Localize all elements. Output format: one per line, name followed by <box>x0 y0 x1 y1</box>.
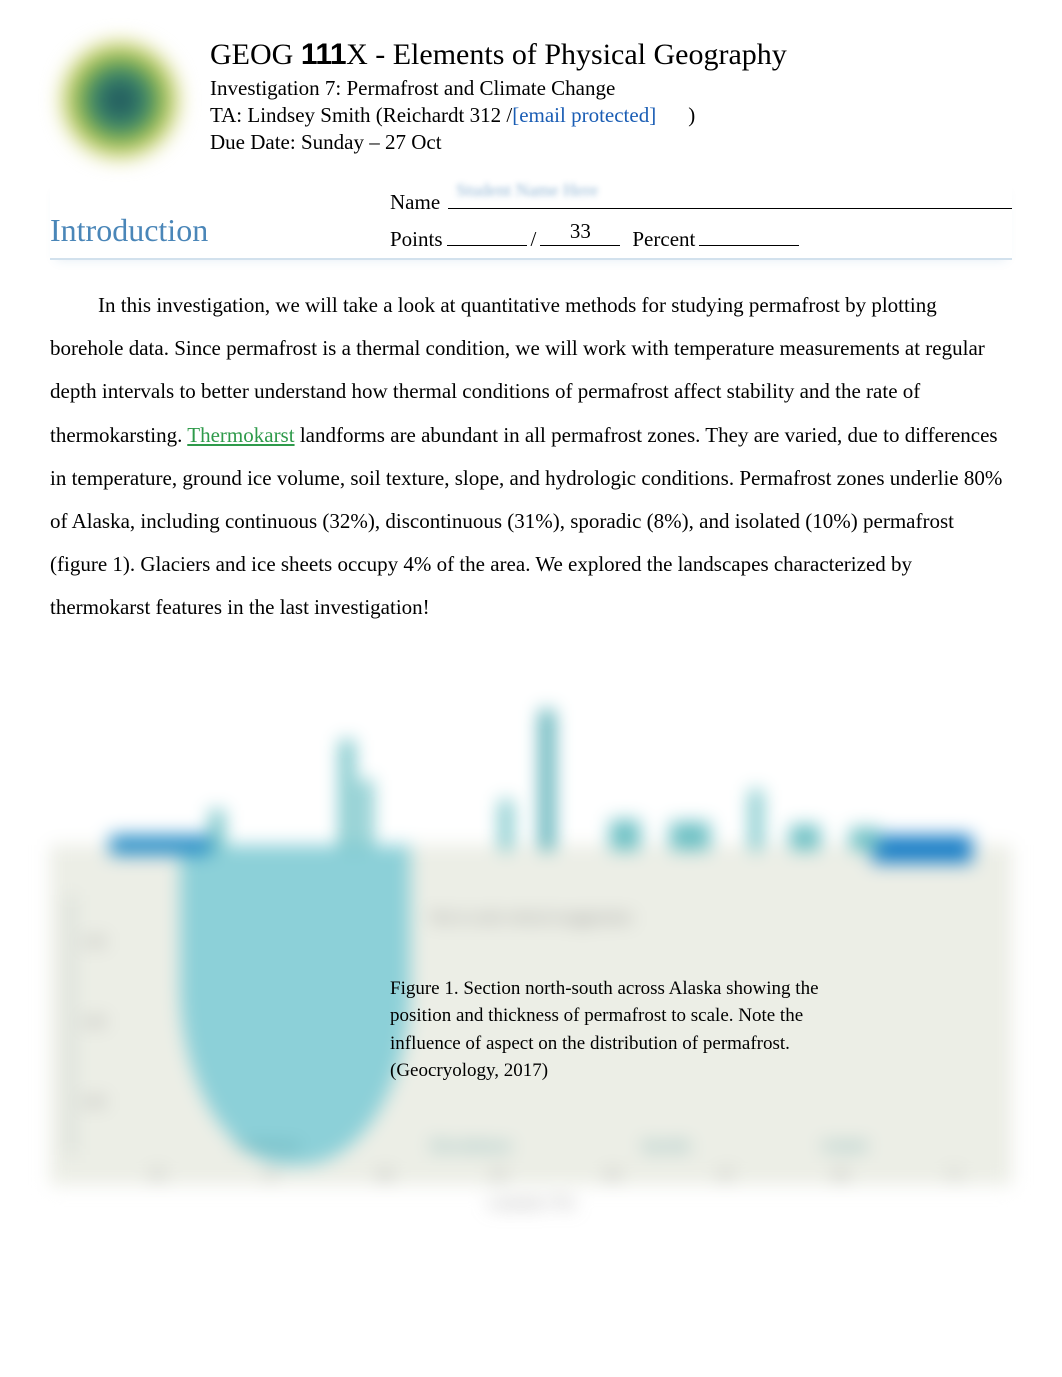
document-header: GEOG 111X - Elements of Physical Geograp… <box>50 30 1012 170</box>
lat-tick: 57 <box>264 1168 279 1185</box>
course-code-suffix: X - Elements of Physical Geography <box>346 38 787 71</box>
course-code-prefix: GEOG <box>210 38 301 71</box>
course-title: GEOG 111X - Elements of Physical Geograp… <box>210 38 1012 72</box>
ta-prefix: TA: Lindsey Smith (Reichardt 312 / <box>210 103 512 127</box>
figure-center-note: Not to scale vertical exaggeration <box>430 910 632 927</box>
zone-labels: Continuous Discontinuous Sporadic Isolat… <box>170 1139 932 1155</box>
zone-label: Discontinuous <box>430 1139 511 1155</box>
latitude-axis: 55 57 60 62 65 67 69 71 <box>150 1168 962 1185</box>
points-label: Points <box>390 227 443 252</box>
name-points-block: Name Student Name Here Points / 33 Perce… <box>390 180 1012 252</box>
name-label: Name <box>390 190 440 215</box>
lat-tick: 62 <box>492 1168 507 1185</box>
depth-tick: -600 <box>80 1095 106 1111</box>
ta-email-link[interactable]: [email protected] <box>512 103 656 127</box>
name-line: Name Student Name Here <box>390 184 1012 215</box>
points-total-field: 33 <box>540 221 620 246</box>
figure-1: -200 -400 -600 Not to scale vertical exa… <box>50 665 1012 1225</box>
figure-caption: Figure 1. Section north-south across Ala… <box>390 975 820 1085</box>
header-text-block: GEOG 111X - Elements of Physical Geograp… <box>210 30 1012 157</box>
lat-tick: 55 <box>150 1168 165 1185</box>
points-slash: / <box>531 227 537 252</box>
lat-tick: 71 <box>947 1168 962 1185</box>
zone-label: Isolated <box>822 1139 866 1155</box>
points-line: Points / 33 Percent <box>390 221 1012 252</box>
lat-tick: 67 <box>719 1168 734 1185</box>
name-value-blur: Student Name Here <box>456 180 598 201</box>
introduction-heading: Introduction <box>50 180 390 249</box>
depth-tick: -200 <box>80 935 106 951</box>
meta-row: Introduction Name Student Name Here Poin… <box>50 180 1012 260</box>
paragraph-post: landforms are abundant in all permafrost… <box>50 423 1002 619</box>
name-field[interactable]: Student Name Here <box>448 184 1012 209</box>
lat-tick: 65 <box>605 1168 620 1185</box>
zone-label: Continuous <box>235 1139 300 1155</box>
depth-tick: -400 <box>80 1015 106 1031</box>
latitude-axis-label: Latitude (°N) <box>488 1195 574 1213</box>
lat-tick: 69 <box>833 1168 848 1185</box>
ta-suffix: ) <box>656 103 695 127</box>
lat-tick: 60 <box>378 1168 393 1185</box>
due-date: Due Date: Sunday – 27 Oct <box>210 130 1012 155</box>
percent-label: Percent <box>632 227 695 252</box>
course-logo <box>50 30 190 170</box>
investigation-title: Investigation 7: Permafrost and Climate … <box>210 76 1012 101</box>
points-total-value: 33 <box>540 219 620 244</box>
zone-label: Sporadic <box>642 1139 692 1155</box>
body-paragraph: In this investigation, we will take a lo… <box>50 284 1012 628</box>
ta-line: TA: Lindsey Smith (Reichardt 312 /[email… <box>210 103 1012 128</box>
percent-field[interactable] <box>699 221 799 246</box>
figure-diagram-blurred: -200 -400 -600 Not to scale vertical exa… <box>50 665 1012 1225</box>
points-earned-field[interactable] <box>447 221 527 246</box>
thermokarst-link[interactable]: Thermokarst <box>187 423 294 447</box>
course-code-number: 111 <box>301 38 346 71</box>
